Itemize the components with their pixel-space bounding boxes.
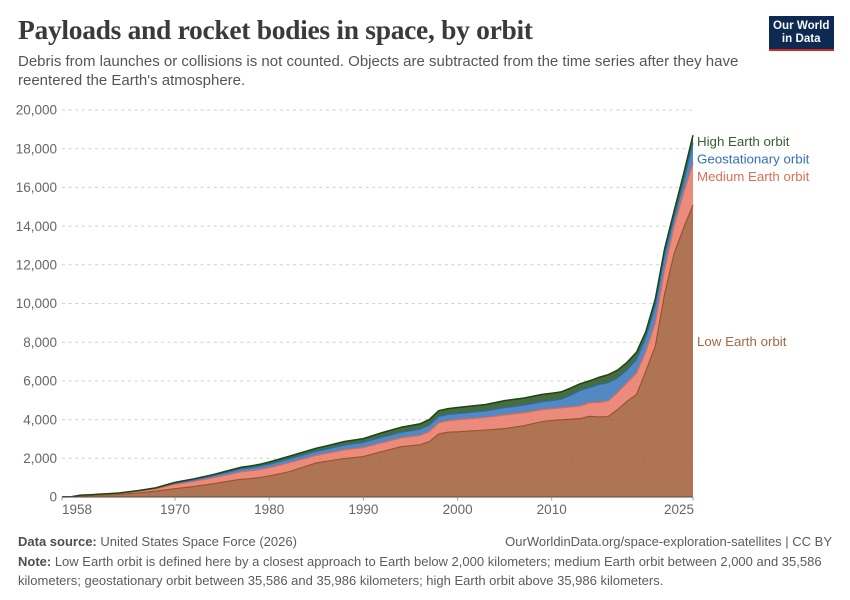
svg-text:High Earth orbit: High Earth orbit bbox=[697, 134, 790, 149]
svg-text:2000: 2000 bbox=[443, 502, 473, 517]
svg-text:1990: 1990 bbox=[348, 502, 378, 517]
svg-text:4,000: 4,000 bbox=[23, 412, 57, 427]
svg-text:2025: 2025 bbox=[664, 502, 694, 517]
svg-text:1958: 1958 bbox=[62, 502, 92, 517]
svg-text:18,000: 18,000 bbox=[16, 141, 57, 156]
svg-text:20,000: 20,000 bbox=[16, 103, 57, 118]
svg-text:Low Earth orbit: Low Earth orbit bbox=[697, 334, 787, 349]
svg-text:0: 0 bbox=[49, 490, 57, 505]
svg-text:14,000: 14,000 bbox=[16, 219, 57, 234]
svg-text:1980: 1980 bbox=[254, 502, 284, 517]
svg-text:2010: 2010 bbox=[537, 502, 567, 517]
svg-text:16,000: 16,000 bbox=[16, 180, 57, 195]
svg-text:10,000: 10,000 bbox=[16, 296, 57, 311]
svg-text:8,000: 8,000 bbox=[23, 335, 57, 350]
svg-text:2,000: 2,000 bbox=[23, 451, 57, 466]
svg-text:12,000: 12,000 bbox=[16, 258, 57, 273]
svg-text:1970: 1970 bbox=[160, 502, 190, 517]
svg-text:6,000: 6,000 bbox=[23, 374, 57, 389]
svg-text:Geostationary orbit: Geostationary orbit bbox=[697, 152, 810, 167]
svg-text:Medium Earth orbit: Medium Earth orbit bbox=[697, 169, 810, 184]
